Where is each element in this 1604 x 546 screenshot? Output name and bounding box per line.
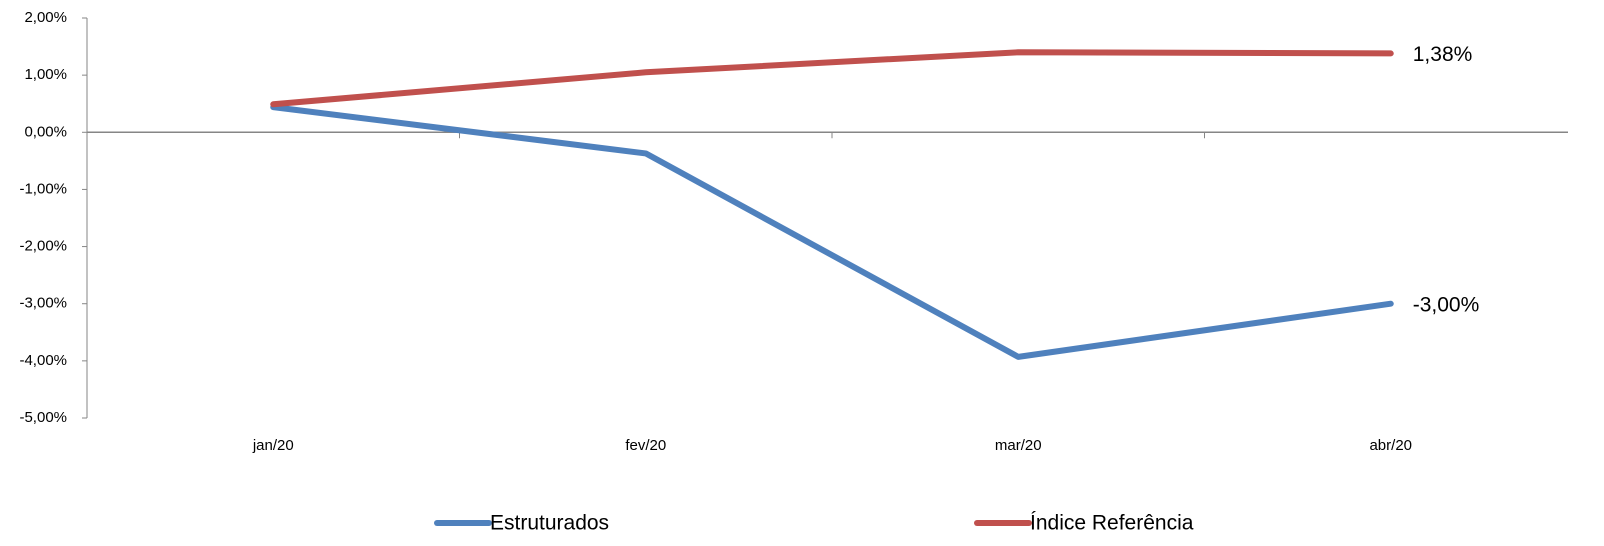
y-tick-label: 1,00% — [24, 66, 67, 83]
legend-label: Estruturados — [490, 512, 609, 535]
y-tick-label: -2,00% — [19, 238, 67, 255]
legend-label: Índice Referência — [1030, 512, 1194, 535]
x-tick-label: abr/20 — [1369, 437, 1412, 454]
y-tick-label: 2,00% — [24, 9, 67, 26]
y-tick-label: -1,00% — [19, 180, 67, 197]
line-series — [270, 104, 1394, 360]
y-tick-label: 0,00% — [24, 123, 67, 140]
line-series — [270, 49, 1394, 108]
x-tick-label: mar/20 — [995, 437, 1042, 454]
x-tick-label: fev/20 — [625, 437, 666, 454]
data-label: 1,38% — [1413, 43, 1473, 66]
y-tick-label: -4,00% — [19, 352, 67, 369]
y-tick-label: -3,00% — [19, 295, 67, 312]
data-label: -3,00% — [1413, 293, 1480, 316]
y-tick-label: -5,00% — [19, 409, 67, 426]
x-tick-label: jan/20 — [252, 437, 294, 454]
